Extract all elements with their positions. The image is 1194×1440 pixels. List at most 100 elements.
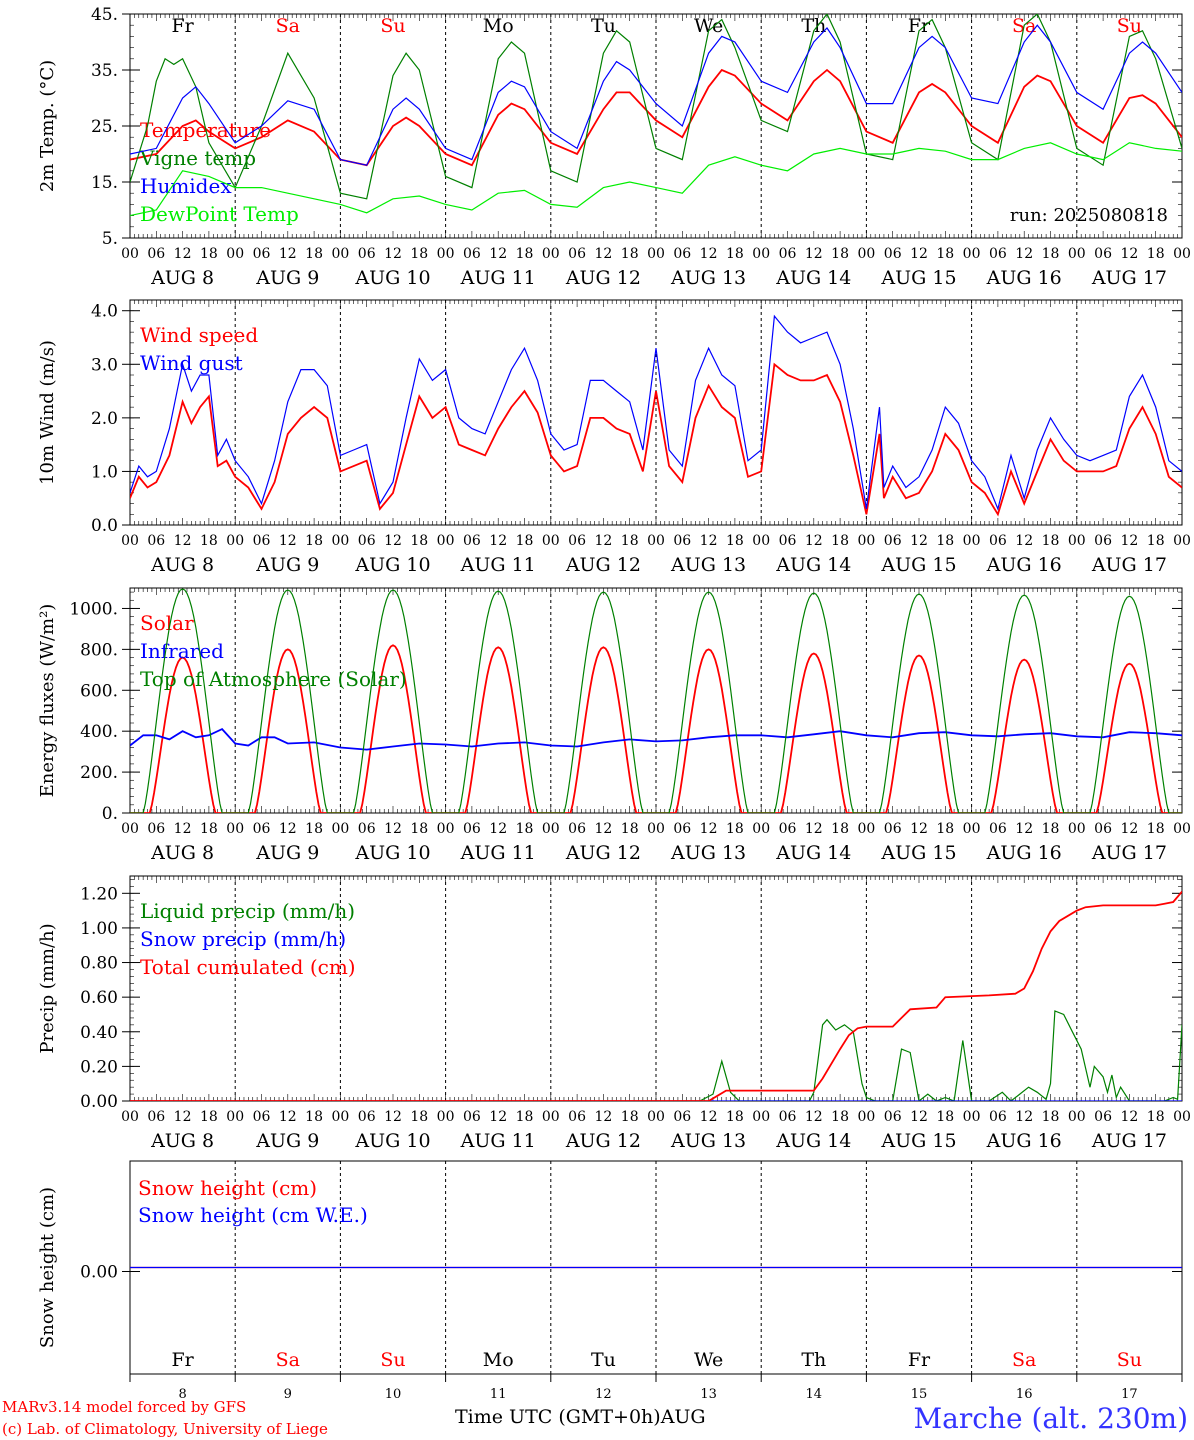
hour-tick-label: 18	[621, 1109, 639, 1125]
legend-entry: Wind speed	[140, 323, 258, 347]
hour-tick-label: 00	[121, 821, 139, 837]
hour-tick-label: 00	[437, 1109, 455, 1125]
hour-tick-label: 00	[121, 533, 139, 549]
weekday-label: Sa	[1012, 1349, 1036, 1371]
hour-tick-label: 06	[253, 1109, 271, 1125]
y-tick-label: 0.00	[80, 1263, 118, 1283]
hour-tick-label: 18	[726, 1109, 744, 1125]
hour-tick-label: 00	[542, 821, 560, 837]
series-line-top-of-atmosphere-solar-	[130, 588, 1182, 813]
hour-tick-label: 18	[1147, 1109, 1165, 1125]
series-line-dewpoint-temp	[130, 142, 1182, 217]
series-line-wind-gust	[130, 314, 1182, 511]
day-tick-label: AUG 11	[460, 267, 536, 289]
hour-tick-label: 18	[1042, 1109, 1060, 1125]
hour-tick-label: 18	[1147, 533, 1165, 549]
day-tick-label: AUG 14	[775, 1130, 851, 1152]
weekday-label: Fr	[908, 1349, 931, 1371]
hour-tick-label: 12	[594, 821, 612, 837]
day-tick-label: AUG 14	[775, 554, 851, 576]
hour-tick-label: 12	[489, 1109, 507, 1125]
hour-tick-label: 18	[516, 533, 534, 549]
y-tick-label: 0.	[102, 804, 118, 824]
hour-tick-label: 18	[305, 1109, 323, 1125]
hour-tick-label: 18	[831, 1109, 849, 1125]
hour-tick-label: 00	[647, 821, 665, 837]
hour-tick-label: 06	[463, 1109, 481, 1125]
hour-tick-label: 00	[963, 246, 981, 262]
y-axis-label: Snow height (cm)	[37, 1187, 58, 1348]
series-line-infrared	[130, 728, 1182, 751]
hour-tick-label: 06	[463, 821, 481, 837]
hour-tick-label: 18	[410, 821, 428, 837]
day-tick-label: AUG 16	[986, 842, 1062, 864]
y-tick-label: 400.	[80, 722, 118, 742]
weekday-label: Su	[1117, 15, 1142, 37]
hour-tick-label: 00	[1068, 246, 1086, 262]
y-tick-label: 800.	[80, 640, 118, 660]
day-tick-label: AUG 9	[255, 554, 319, 576]
hour-tick-label: 00	[1068, 533, 1086, 549]
hour-tick-label: 06	[463, 533, 481, 549]
weekday-label: Fr	[171, 15, 194, 37]
y-tick-label: 0.60	[80, 988, 118, 1008]
x-axis-title: Time UTC (GMT+0h)AUG	[455, 1406, 706, 1428]
y-axis-label: Precip (mm/h)	[37, 923, 58, 1053]
hour-tick-label: 00	[437, 821, 455, 837]
day-number-label: 9	[284, 1387, 292, 1402]
y-tick-label: 0.20	[80, 1057, 118, 1077]
hour-tick-label: 06	[147, 821, 165, 837]
hour-tick-label: 12	[700, 1109, 718, 1125]
panel-wind: 0.0 1.0 2.0 3.0 4.0 10m Wind (m/s) 00 06 12 18 00 0…	[37, 299, 1191, 576]
hour-tick-label: 12	[594, 1109, 612, 1125]
hour-tick-label: 00	[437, 533, 455, 549]
hour-tick-label: 00	[542, 246, 560, 262]
hour-tick-label: 12	[174, 821, 192, 837]
legend-entry: Liquid precip (mm/h)	[140, 899, 355, 923]
hour-tick-label: 18	[621, 246, 639, 262]
hour-tick-label: 12	[489, 246, 507, 262]
day-number-label: 17	[1121, 1387, 1138, 1402]
hour-tick-label: 06	[463, 246, 481, 262]
hour-tick-label: 18	[936, 1109, 954, 1125]
hour-tick-label: 00	[963, 821, 981, 837]
weekday-label: We	[694, 15, 723, 37]
x-axis-title-text: Time UTC (GMT+0h)	[455, 1406, 661, 1428]
day-tick-label: AUG 15	[880, 554, 956, 576]
hour-tick-label: 00	[752, 821, 770, 837]
weekday-label: Sa	[276, 15, 300, 37]
y-tick-label: 1.0	[91, 462, 118, 482]
hour-tick-label: 12	[384, 246, 402, 262]
hour-tick-label: 18	[200, 533, 218, 549]
hour-tick-label: 06	[253, 533, 271, 549]
hour-tick-label: 06	[568, 246, 586, 262]
hour-tick-label: 00	[226, 821, 244, 837]
day-tick-label: AUG 15	[880, 1130, 956, 1152]
weekday-label: Tu	[591, 15, 616, 37]
hour-tick-label: 18	[200, 1109, 218, 1125]
hour-tick-label: 18	[936, 533, 954, 549]
hour-tick-label: 18	[1147, 821, 1165, 837]
y-tick-label: 2.0	[91, 409, 118, 429]
hour-tick-label: 06	[673, 246, 691, 262]
series-line-humidex	[130, 24, 1182, 166]
day-tick-label: AUG 15	[880, 842, 956, 864]
hour-tick-label: 06	[1094, 533, 1112, 549]
station-name: Marche (alt. 230m)	[913, 1402, 1188, 1435]
legend-entry: Snow precip (mm/h)	[140, 927, 346, 951]
x-axis-month: AUG	[660, 1406, 706, 1428]
hour-tick-label: 12	[1015, 533, 1033, 549]
hour-tick-label: 06	[147, 246, 165, 262]
day-tick-label: AUG 8	[150, 842, 214, 864]
y-tick-label: 600.	[80, 681, 118, 701]
hour-tick-label: 06	[989, 246, 1007, 262]
y-tick-label: 1000.	[69, 599, 118, 619]
hour-tick-label: 12	[1120, 1109, 1138, 1125]
legend-entry: Wind gust	[140, 351, 243, 375]
hour-tick-label: 12	[805, 821, 823, 837]
hour-tick-label: 12	[384, 533, 402, 549]
panel-temp: 5. 15. 25. 35. 45. 2m Temp. (°C) 00 06 12 18 00 06 1…	[37, 5, 1191, 289]
hour-tick-label: 12	[805, 533, 823, 549]
day-tick-label: AUG 10	[354, 554, 430, 576]
